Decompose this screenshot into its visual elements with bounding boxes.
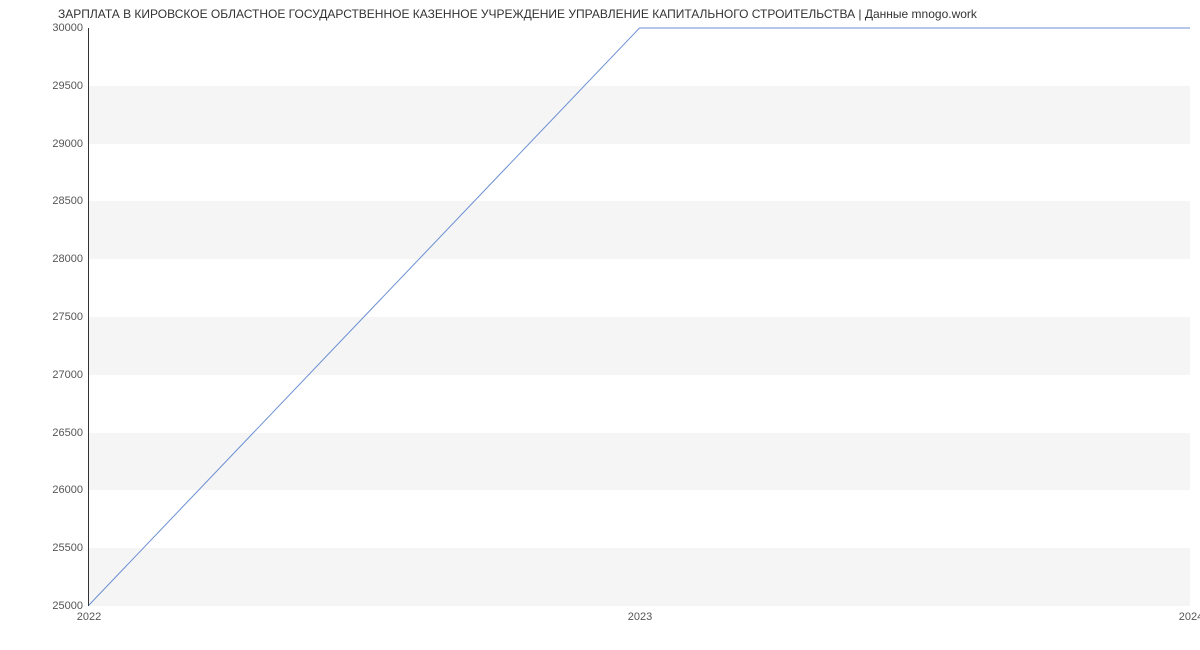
y-axis-tick-label: 29000 bbox=[52, 138, 89, 150]
y-axis-tick-label: 27500 bbox=[52, 311, 89, 323]
y-axis-tick-label: 27000 bbox=[52, 369, 89, 381]
series-line bbox=[89, 28, 1190, 605]
x-axis-tick-label: 2023 bbox=[628, 605, 652, 623]
y-axis-tick-label: 28500 bbox=[52, 195, 89, 207]
y-axis-tick-label: 26500 bbox=[52, 427, 89, 439]
y-axis-tick-label: 26000 bbox=[52, 484, 89, 496]
y-axis-tick-label: 28000 bbox=[52, 253, 89, 265]
salary-line-chart: ЗАРПЛАТА В КИРОВСКОЕ ОБЛАСТНОЕ ГОСУДАРСТ… bbox=[0, 0, 1200, 650]
y-axis-tick-label: 30000 bbox=[52, 22, 89, 34]
x-axis-tick-label: 2024 bbox=[1179, 605, 1200, 623]
y-axis-tick-label: 25500 bbox=[52, 542, 89, 554]
chart-title: ЗАРПЛАТА В КИРОВСКОЕ ОБЛАСТНОЕ ГОСУДАРСТ… bbox=[58, 7, 977, 21]
y-axis-tick-label: 29500 bbox=[52, 80, 89, 92]
x-axis-tick-label: 2022 bbox=[77, 605, 101, 623]
plot-area: 2500025500260002650027000275002800028500… bbox=[88, 28, 1190, 606]
